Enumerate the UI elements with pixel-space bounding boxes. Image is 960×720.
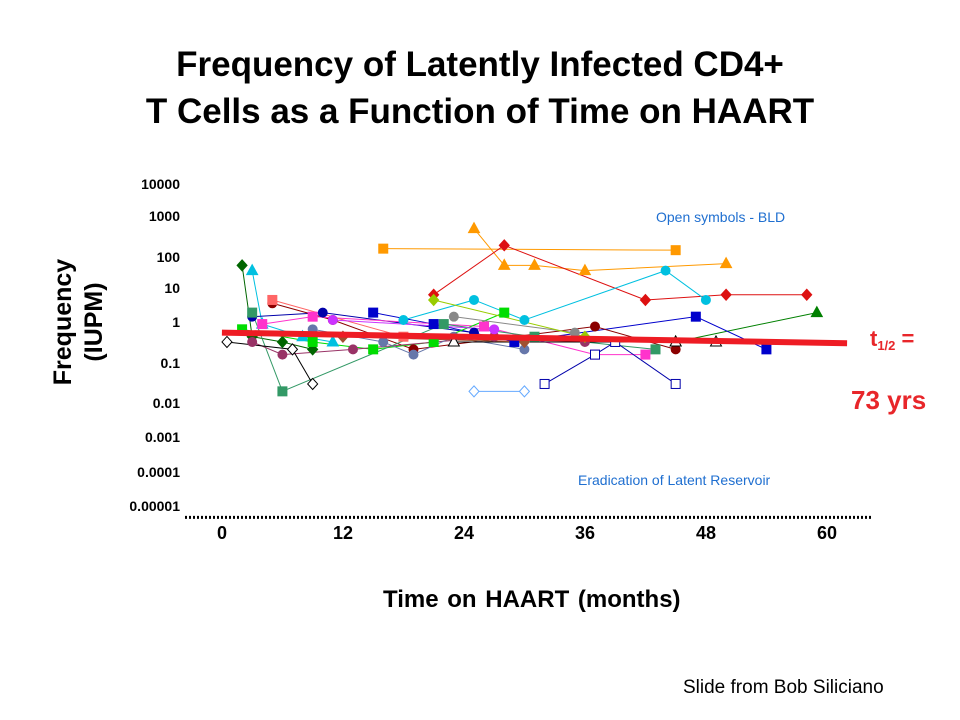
data-point — [277, 386, 288, 397]
y-tick-label: 0.01 — [152, 395, 180, 411]
series-line — [272, 299, 404, 338]
y-tick-label: 0.001 — [144, 429, 180, 445]
series-line — [226, 341, 314, 385]
data-point — [690, 311, 701, 322]
data-point — [247, 307, 258, 318]
data-point — [398, 315, 409, 325]
series-line — [403, 270, 707, 321]
data-point — [518, 385, 531, 398]
data-point — [245, 263, 259, 276]
half-life-label: t1/2 = — [870, 326, 914, 353]
slide-credit: Slide from Bob Siliciano — [683, 677, 884, 698]
title-line-1: Frequency of Latently Infected CD4+ — [176, 45, 784, 84]
data-point — [348, 344, 358, 355]
series-line — [433, 244, 807, 301]
data-point — [267, 294, 278, 305]
data-point — [640, 349, 651, 360]
data-point — [578, 263, 592, 276]
trend-line — [221, 329, 848, 347]
x-tick-label: 60 — [816, 523, 838, 543]
y-tick-label: 1000 — [148, 208, 180, 224]
y-tick-label: 10000 — [141, 176, 180, 192]
data-point — [590, 321, 600, 332]
data-point — [469, 294, 479, 305]
data-point — [368, 307, 379, 318]
series-line — [544, 341, 676, 385]
data-point — [489, 324, 500, 335]
data-point — [650, 344, 661, 355]
open-symbols-note: Open symbols - BLD — [656, 209, 786, 225]
y-tick-label: 0.00001 — [129, 498, 180, 514]
data-point — [801, 288, 813, 301]
data-point — [528, 258, 541, 270]
series-line — [675, 312, 817, 343]
y-tick-label: 1 — [172, 314, 180, 330]
x-axis-label: Time on HAART (months) — [383, 586, 681, 613]
half-life-equals: = — [895, 326, 915, 351]
series-line — [453, 316, 575, 334]
data-point — [498, 239, 510, 252]
data-point — [670, 245, 681, 256]
data-point — [307, 311, 318, 322]
half-life-t: t — [870, 326, 878, 351]
eradication-note: Eradication of Latent Reservoir — [578, 472, 771, 488]
data-point — [378, 336, 389, 347]
data-point — [447, 334, 461, 347]
data-point — [719, 256, 733, 269]
title-line-2: T Cells as a Function of Time on HAART — [145, 92, 815, 131]
data-point — [670, 378, 681, 389]
x-tick-label: 24 — [453, 523, 475, 543]
chart-title: Frequency of Latently Infected CD4+ T Ce… — [0, 41, 960, 135]
series-line — [332, 319, 495, 330]
series-line — [251, 270, 333, 343]
data-point — [499, 307, 510, 318]
data-point — [479, 321, 490, 332]
data-point — [590, 349, 600, 360]
data-point — [408, 349, 419, 360]
data-point — [810, 305, 824, 318]
data-point — [639, 293, 652, 307]
data-point — [327, 315, 338, 325]
data-point — [277, 349, 288, 360]
x-tick-label: 48 — [695, 523, 717, 543]
data-point — [468, 385, 480, 398]
series-line — [383, 248, 676, 251]
data-point — [247, 336, 258, 347]
data-point — [306, 377, 319, 391]
series-line — [241, 265, 313, 350]
data-point — [368, 344, 379, 355]
y-tick-label: 100 — [156, 249, 180, 265]
data-point — [257, 319, 268, 330]
data-point — [660, 265, 671, 276]
data-point — [236, 259, 248, 272]
y-tick-label: 10 — [164, 280, 180, 296]
data-point — [497, 258, 511, 270]
y-tick-label: 0.0001 — [137, 464, 180, 480]
data-point — [467, 221, 481, 234]
data-point — [448, 311, 459, 322]
x-tick-label: 0 — [216, 523, 227, 543]
data-point — [317, 307, 328, 318]
data-point — [438, 319, 449, 330]
x-tick-label: 12 — [332, 523, 354, 543]
half-life-subscript: 1/2 — [877, 338, 896, 353]
data-point — [307, 336, 318, 347]
data-point — [326, 334, 340, 347]
x-tick-label: 36 — [574, 523, 596, 543]
data-point — [700, 294, 711, 305]
data-point — [378, 243, 389, 254]
data-point — [276, 335, 289, 349]
data-point — [519, 315, 530, 325]
series-line — [433, 299, 586, 338]
data-point — [761, 344, 772, 355]
data-point — [428, 319, 439, 330]
data-point — [539, 378, 550, 389]
data-point — [427, 293, 440, 307]
data-point — [720, 288, 732, 301]
data-point — [286, 343, 299, 356]
half-life-value: 73 yrs — [851, 385, 927, 415]
data-point — [221, 335, 233, 349]
y-tick-label: 0.1 — [160, 355, 180, 371]
